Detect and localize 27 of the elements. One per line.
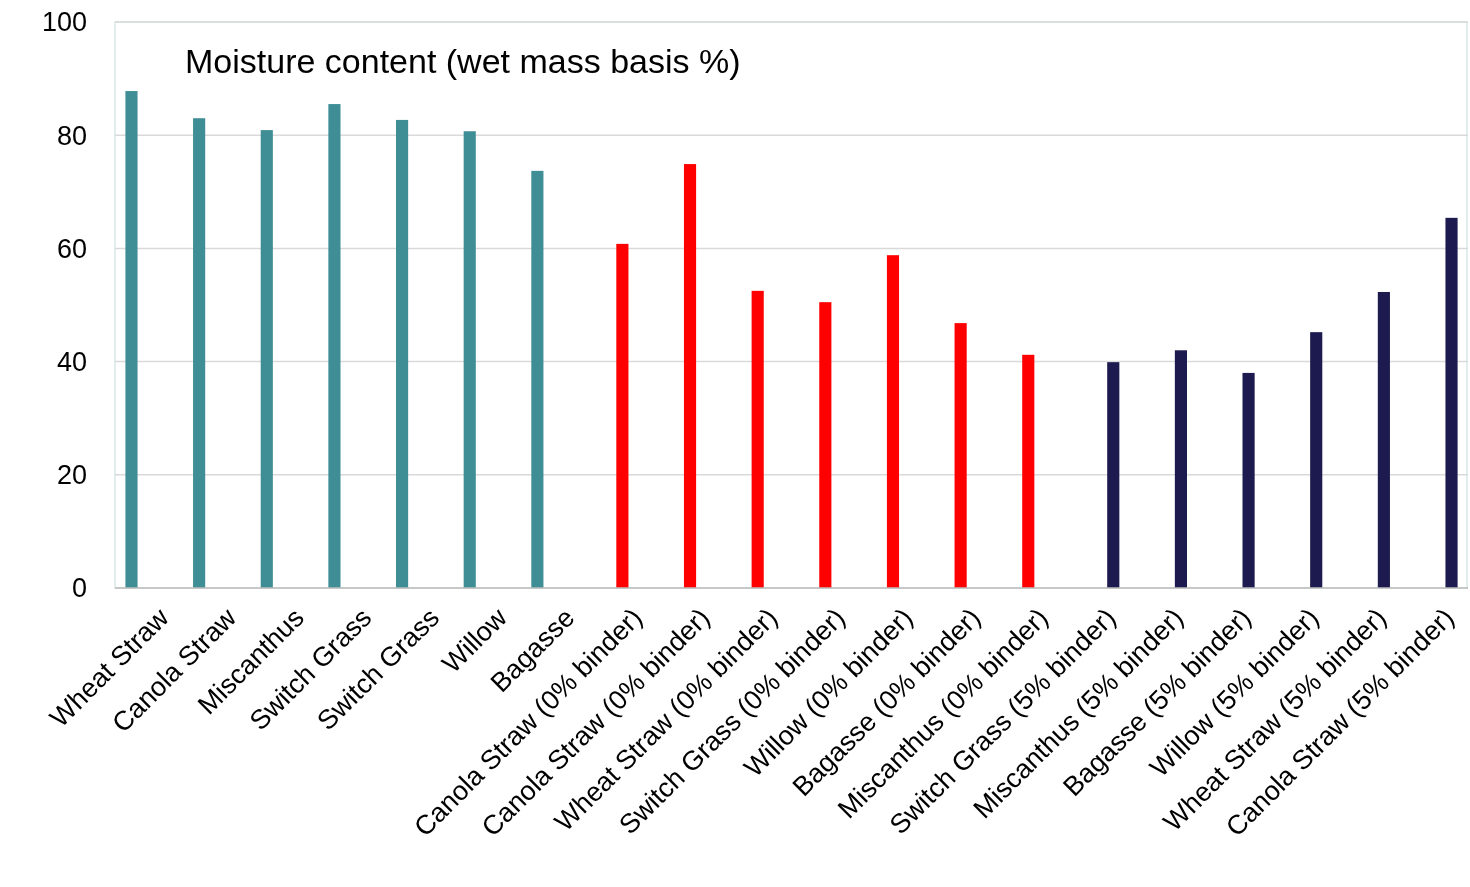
bar xyxy=(125,91,138,588)
bar xyxy=(328,104,341,588)
bar xyxy=(260,130,273,588)
bar xyxy=(1242,372,1255,588)
bar xyxy=(1107,362,1120,588)
bar xyxy=(683,164,697,588)
bar xyxy=(886,255,900,588)
text: Moisture content (wet mass basis %) xyxy=(185,42,741,80)
bar xyxy=(1445,217,1458,588)
y-tick-label: 20 xyxy=(56,460,87,491)
bar xyxy=(531,170,544,588)
bar xyxy=(1377,291,1390,588)
y-tick-label: 80 xyxy=(56,120,87,151)
bar xyxy=(616,243,629,588)
y-tick-label: 60 xyxy=(56,233,87,264)
bar xyxy=(1310,332,1323,588)
bar xyxy=(954,323,967,588)
y-tick-label: 100 xyxy=(41,7,87,38)
y-tick-label: 0 xyxy=(71,573,87,604)
bar xyxy=(751,290,764,588)
bar xyxy=(396,119,409,588)
bar xyxy=(1022,354,1035,588)
bar xyxy=(463,131,476,588)
bar xyxy=(193,118,206,588)
bar xyxy=(819,302,832,588)
bar xyxy=(1174,350,1187,588)
y-tick-label: 40 xyxy=(56,347,87,378)
